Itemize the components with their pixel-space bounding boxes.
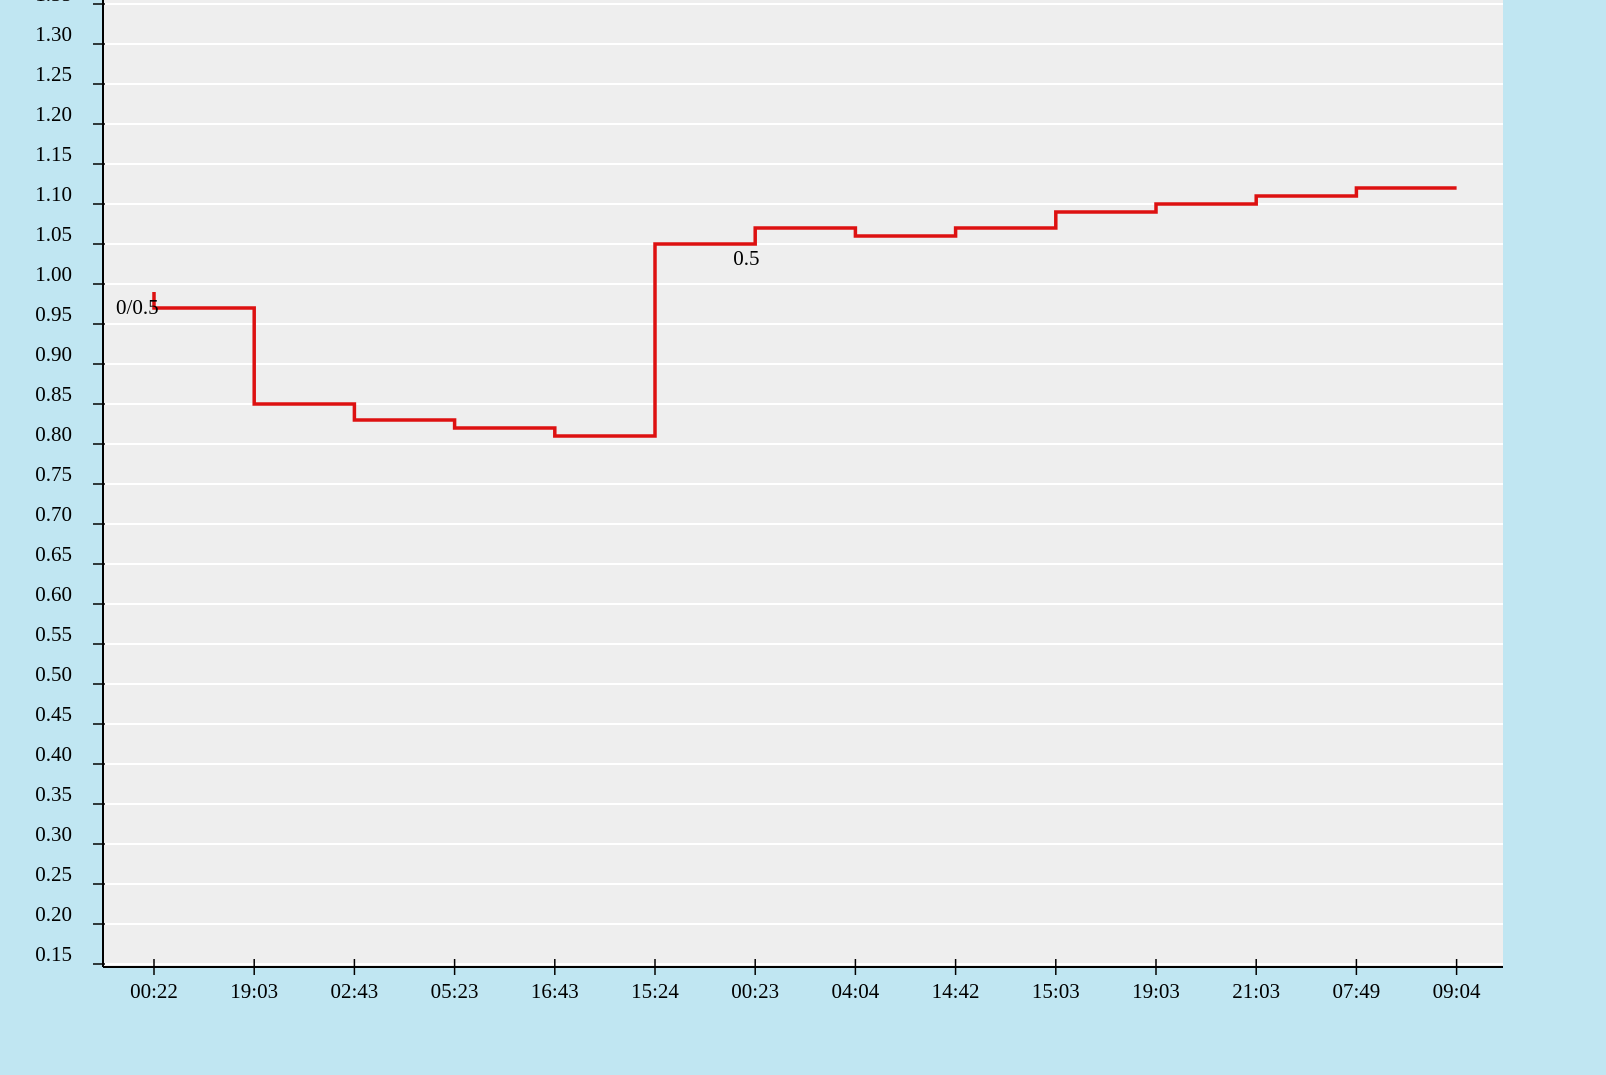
y-tick-label: 1.00 xyxy=(35,262,72,286)
x-tick-label: 00:23 xyxy=(731,979,779,1003)
y-tick-label: 0.40 xyxy=(35,742,72,766)
x-tick-label: 07:49 xyxy=(1332,979,1380,1003)
y-tick-label: 0.30 xyxy=(35,822,72,846)
x-tick-label: 14:42 xyxy=(932,979,980,1003)
y-tick-label: 1.10 xyxy=(35,182,72,206)
y-tick-label: 0.85 xyxy=(35,382,72,406)
x-tick-label: 19:03 xyxy=(1132,979,1180,1003)
line xyxy=(152,186,1457,438)
y-tick-label: 0.20 xyxy=(35,902,72,926)
y-tick-label: 0.95 xyxy=(35,302,72,326)
y-tick-label: 1.15 xyxy=(35,142,72,166)
y-tick-label: 0.35 xyxy=(35,782,72,806)
y-tick-label: 0.80 xyxy=(35,422,72,446)
x-tick-label: 16:43 xyxy=(531,979,579,1003)
y-tick-label: 0.15 xyxy=(35,942,72,966)
x-tick-label: 04:04 xyxy=(831,979,879,1003)
y-tick-label: 0.55 xyxy=(35,622,72,646)
y-tick-label: 0.70 xyxy=(35,502,72,526)
y-tick-label: 1.35 xyxy=(35,0,72,6)
x-tick-label: 09:04 xyxy=(1433,979,1481,1003)
x-tick-label: 02:43 xyxy=(330,979,378,1003)
x-tick-label: 00:22 xyxy=(130,979,178,1003)
x-tick-label: 21:03 xyxy=(1232,979,1280,1003)
x-tick-label: 15:03 xyxy=(1032,979,1080,1003)
y-tick-label: 1.20 xyxy=(35,102,72,126)
y-tick-label: 0.65 xyxy=(35,542,72,566)
y-tick-label: 1.25 xyxy=(35,62,72,86)
x-tick-label: 05:23 xyxy=(431,979,479,1003)
y-tick-label: 1.05 xyxy=(35,222,72,246)
y-tick-label: 0.75 xyxy=(35,462,72,486)
x-tick-label: 15:24 xyxy=(631,979,679,1003)
annotation: 0/0.5 xyxy=(116,295,159,319)
y-tick-label: 1.30 xyxy=(35,22,72,46)
y-tick-label: 0.60 xyxy=(35,582,72,606)
annotation: 0.5 xyxy=(733,246,759,270)
y-tick-label: 0.25 xyxy=(35,862,72,886)
y-tick-label: 0.50 xyxy=(35,662,72,686)
x-tick-label: 19:03 xyxy=(230,979,278,1003)
y-tick-label: 0.45 xyxy=(35,702,72,726)
y-tick-label: 0.90 xyxy=(35,342,72,366)
